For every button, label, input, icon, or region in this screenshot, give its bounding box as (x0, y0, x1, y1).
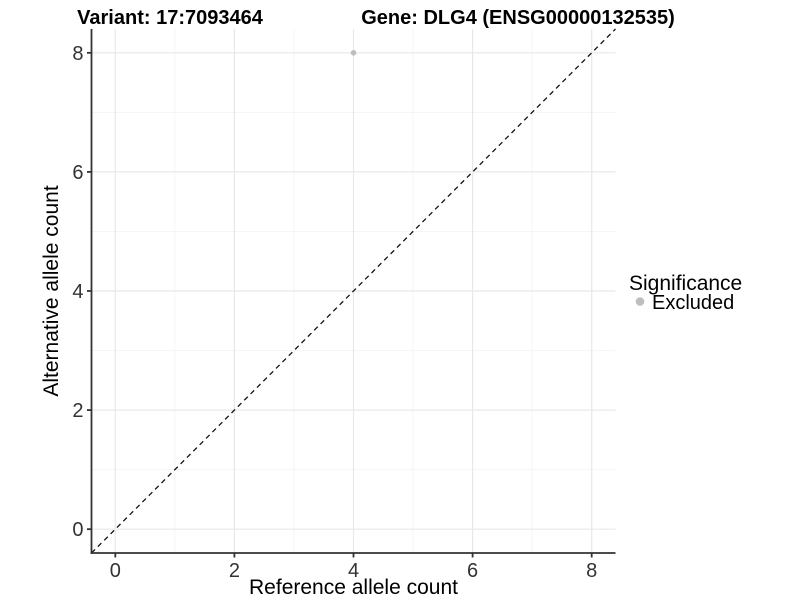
x-axis-ticks-layer: 0 2 4 6 8 (110, 553, 597, 582)
plot-title-gene: Gene: DLG4 (ENSG00000132535) (361, 7, 675, 29)
y-tick-label: 4 (72, 281, 83, 303)
x-tick-label: 8 (586, 560, 597, 582)
legend-key-dot (635, 297, 645, 306)
y-tick-label: 8 (72, 43, 83, 65)
y-axis-ticks-layer: 0 2 4 6 8 (72, 43, 92, 541)
data-point (350, 50, 357, 56)
y-tick-label: 6 (72, 162, 83, 184)
x-tick-label: 2 (229, 560, 240, 582)
x-tick-label: 0 (110, 560, 121, 582)
legend-item-label: Excluded (652, 292, 734, 314)
x-tick-label: 6 (467, 560, 478, 582)
x-axis-title: Reference allele count (249, 576, 458, 599)
y-tick-label: 0 (72, 519, 83, 541)
reference-line-layer (91, 28, 616, 554)
legend-title: Significance (629, 272, 742, 295)
legend-items-layer: Excluded (635, 292, 734, 314)
x-tick-label: 4 (348, 560, 359, 582)
y-axis-title: Alternative allele count (40, 185, 63, 396)
identity-reference-line (91, 28, 616, 554)
y-tick-label: 2 (72, 400, 83, 422)
points-layer (350, 50, 357, 56)
plot-title-variant: Variant: 17:7093464 (77, 7, 264, 29)
